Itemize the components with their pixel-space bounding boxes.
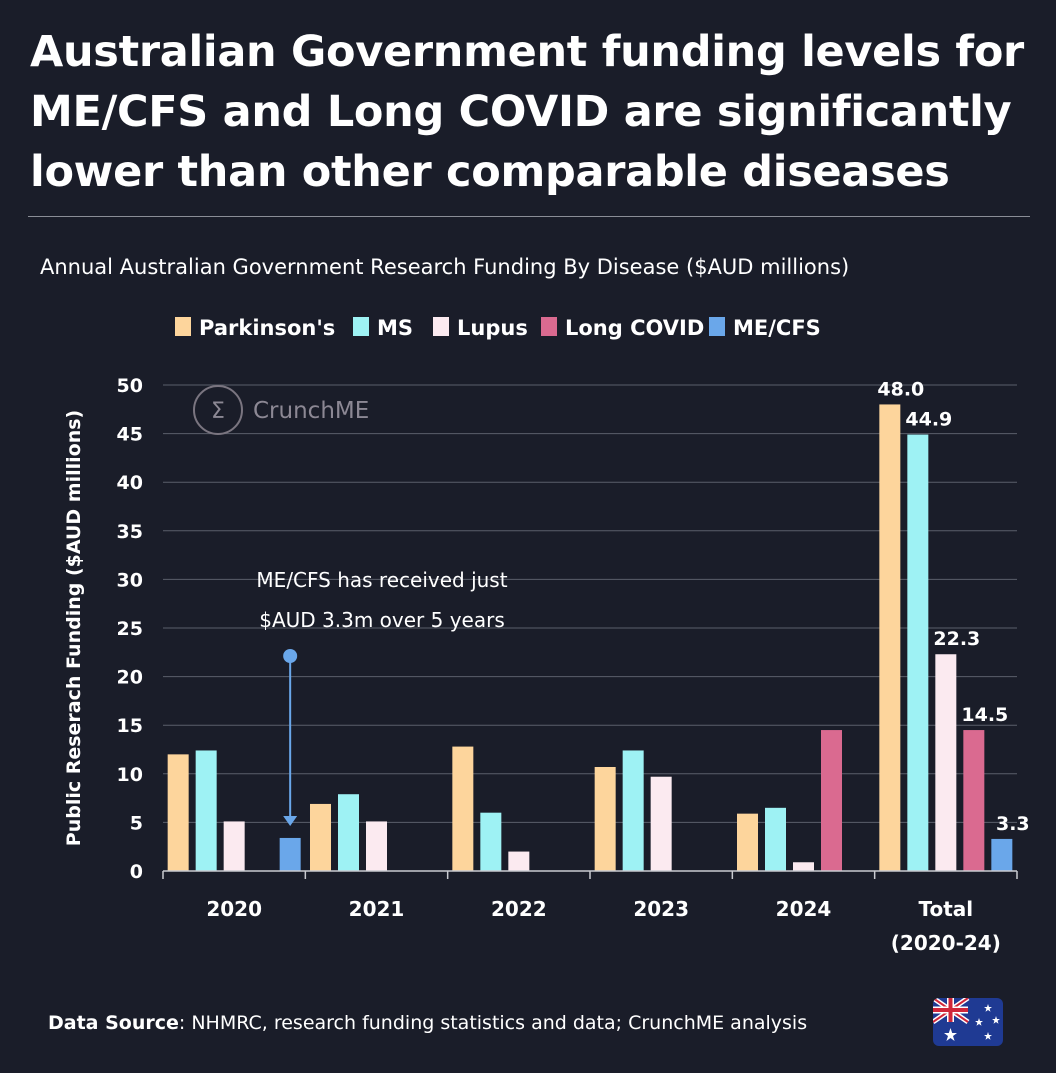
x-tick-label: 2023 — [633, 897, 689, 921]
bar — [508, 851, 530, 871]
x-tick-label: Total — [919, 897, 974, 921]
bar — [622, 750, 644, 871]
y-tick-label: 45 — [117, 424, 143, 446]
y-tick-label: 30 — [117, 569, 143, 591]
australian-flag-icon — [933, 998, 1003, 1046]
y-tick-label: 5 — [130, 812, 143, 834]
bar — [935, 654, 957, 871]
funding-bar-chart: Annual Australian Government Research Fu… — [40, 255, 1030, 955]
bar — [338, 794, 359, 871]
data-label: 14.5 — [961, 704, 1008, 726]
y-tick-label: 50 — [117, 375, 143, 397]
bar — [310, 803, 331, 871]
bar — [821, 730, 842, 871]
bar — [195, 750, 217, 871]
legend-label: ME/CFS — [733, 316, 821, 340]
bar — [907, 434, 929, 871]
data-label: 44.9 — [905, 409, 952, 431]
bar — [279, 837, 301, 871]
legend-swatch — [175, 317, 191, 336]
y-tick-label: 35 — [117, 521, 143, 543]
watermark-text: CrunchME — [253, 398, 369, 424]
y-tick-label: 20 — [117, 667, 143, 689]
bar — [594, 766, 616, 871]
data-label: 3.3 — [996, 813, 1030, 835]
legend-label: Lupus — [457, 316, 528, 340]
y-tick-label: 10 — [117, 764, 143, 786]
legend-label: Long COVID — [565, 316, 704, 340]
legend-swatch — [433, 317, 449, 336]
data-source: Data Source: NHMRC, research funding sta… — [48, 1012, 807, 1034]
bar — [765, 807, 786, 871]
bar — [991, 838, 1013, 871]
y-tick-label: 25 — [117, 618, 143, 640]
x-tick-label: (2020-24) — [891, 931, 1001, 955]
annotation-arrow-head — [283, 815, 298, 826]
bar — [793, 862, 814, 871]
x-tick-label: 2021 — [349, 897, 405, 921]
legend-swatch — [353, 317, 369, 336]
chart-title: Annual Australian Government Research Fu… — [40, 255, 849, 279]
watermark-circle — [193, 385, 243, 435]
sigma-icon: Σ — [211, 399, 225, 424]
legend-swatch — [541, 317, 557, 336]
x-tick-label: 2024 — [776, 897, 832, 921]
data-label: 22.3 — [933, 628, 980, 650]
data-label: 48.0 — [877, 378, 924, 400]
bar — [650, 776, 672, 871]
bar — [879, 404, 901, 871]
legend-label: Parkinson's — [199, 316, 335, 340]
y-tick-label: 15 — [117, 715, 143, 737]
bar — [167, 754, 189, 871]
y-tick-label: 40 — [117, 472, 143, 494]
y-axis-label: Public Reserach Funding ($AUD millions) — [63, 410, 85, 846]
annotation-text: ME/CFS has received just — [256, 568, 507, 592]
bar — [223, 821, 245, 871]
data-source-text: : NHMRC, research funding statistics and… — [178, 1012, 808, 1034]
bar — [963, 730, 985, 871]
legend-label: MS — [377, 316, 413, 340]
bar — [737, 813, 758, 871]
headline: Australian Government funding levels for… — [30, 27, 1024, 197]
title-divider — [28, 216, 1030, 217]
bar — [366, 821, 387, 871]
x-tick-label: 2020 — [206, 897, 262, 921]
bar — [452, 746, 474, 871]
y-tick-label: 0 — [130, 861, 143, 883]
legend-swatch — [709, 317, 725, 336]
x-tick-label: 2022 — [491, 897, 547, 921]
data-source-label: Data Source — [48, 1012, 179, 1034]
annotation-text: $AUD 3.3m over 5 years — [259, 608, 505, 632]
bar — [480, 812, 502, 871]
